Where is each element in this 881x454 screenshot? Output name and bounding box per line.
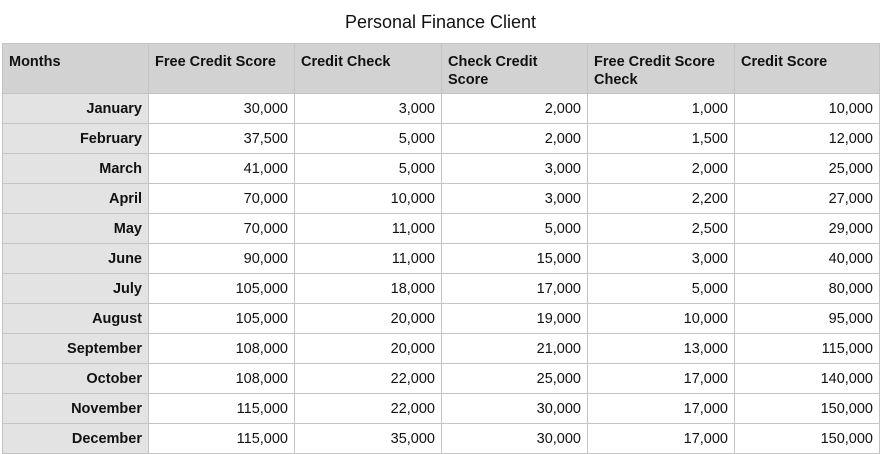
table-row: July 105,000 18,000 17,000 5,000 80,000 xyxy=(2,273,880,304)
table-body: January 30,000 3,000 2,000 1,000 10,000 Februa… xyxy=(2,93,880,454)
cell-free-credit-score[interactable]: 108,000 xyxy=(148,333,295,364)
cell-free-credit-score-check[interactable]: 17,000 xyxy=(587,393,735,424)
cell-free-credit-score[interactable]: 90,000 xyxy=(148,243,295,274)
column-header-free-credit-score[interactable]: Free Credit Score xyxy=(148,43,295,94)
cell-credit-score[interactable]: 40,000 xyxy=(734,243,880,274)
table-row: September 108,000 20,000 21,000 13,000 115,00… xyxy=(2,333,880,364)
row-label-month[interactable]: December xyxy=(2,423,149,454)
page-title: Personal Finance Client xyxy=(344,12,537,32)
table-row: May 70,000 11,000 5,000 2,500 29,000 xyxy=(2,213,880,244)
header-row: Months Free Credit Score Credit Check Ch… xyxy=(2,43,880,94)
cell-check-credit-score[interactable]: 2,000 xyxy=(441,123,588,154)
cell-credit-score[interactable]: 27,000 xyxy=(734,183,880,214)
table-row: April 70,000 10,000 3,000 2,200 27,000 xyxy=(2,183,880,214)
cell-credit-check[interactable]: 20,000 xyxy=(294,333,442,364)
column-header-free-credit-score-check[interactable]: Free Credit Score Check xyxy=(587,43,735,94)
cell-credit-check[interactable]: 11,000 xyxy=(294,213,442,244)
cell-check-credit-score[interactable]: 17,000 xyxy=(441,273,588,304)
table-row: October 108,000 22,000 25,000 17,000 140,000 xyxy=(2,363,880,394)
cell-credit-score[interactable]: 115,000 xyxy=(734,333,880,364)
cell-check-credit-score[interactable]: 3,000 xyxy=(441,183,588,214)
row-label-month[interactable]: August xyxy=(2,303,149,334)
row-label-month[interactable]: June xyxy=(2,243,149,274)
column-header-credit-score[interactable]: Credit Score xyxy=(734,43,880,94)
cell-check-credit-score[interactable]: 25,000 xyxy=(441,363,588,394)
row-label-month[interactable]: February xyxy=(2,123,149,154)
cell-free-credit-score-check[interactable]: 2,200 xyxy=(587,183,735,214)
cell-free-credit-score-check[interactable]: 2,500 xyxy=(587,213,735,244)
cell-credit-check[interactable]: 10,000 xyxy=(294,183,442,214)
cell-credit-check[interactable]: 18,000 xyxy=(294,273,442,304)
row-label-month[interactable]: November xyxy=(2,393,149,424)
row-label-month[interactable]: May xyxy=(2,213,149,244)
column-header-credit-check[interactable]: Credit Check xyxy=(294,43,442,94)
cell-check-credit-score[interactable]: 5,000 xyxy=(441,213,588,244)
cell-free-credit-score-check[interactable]: 2,000 xyxy=(587,153,735,184)
cell-free-credit-score[interactable]: 30,000 xyxy=(148,93,295,124)
row-label-month[interactable]: March xyxy=(2,153,149,184)
cell-check-credit-score[interactable]: 21,000 xyxy=(441,333,588,364)
cell-check-credit-score[interactable]: 15,000 xyxy=(441,243,588,274)
cell-free-credit-score[interactable]: 115,000 xyxy=(148,423,295,454)
cell-credit-check[interactable]: 20,000 xyxy=(294,303,442,334)
cell-free-credit-score-check[interactable]: 17,000 xyxy=(587,363,735,394)
cell-check-credit-score[interactable]: 30,000 xyxy=(441,423,588,454)
column-header-months[interactable]: Months xyxy=(2,43,149,94)
cell-check-credit-score[interactable]: 3,000 xyxy=(441,153,588,184)
cell-free-credit-score[interactable]: 70,000 xyxy=(148,213,295,244)
row-label-month[interactable]: September xyxy=(2,333,149,364)
cell-free-credit-score-check[interactable]: 17,000 xyxy=(587,423,735,454)
cell-credit-check[interactable]: 22,000 xyxy=(294,393,442,424)
cell-credit-check[interactable]: 35,000 xyxy=(294,423,442,454)
table-row: December 115,000 35,000 30,000 17,000 150,000 xyxy=(2,423,880,454)
cell-credit-score[interactable]: 12,000 xyxy=(734,123,880,154)
row-label-month[interactable]: July xyxy=(2,273,149,304)
cell-check-credit-score[interactable]: 19,000 xyxy=(441,303,588,334)
cell-free-credit-score[interactable]: 105,000 xyxy=(148,303,295,334)
table-row: August 105,000 20,000 19,000 10,000 95,000 xyxy=(2,303,880,334)
cell-free-credit-score-check[interactable]: 1,000 xyxy=(587,93,735,124)
table-row: January 30,000 3,000 2,000 1,000 10,000 xyxy=(2,93,880,124)
row-label-month[interactable]: October xyxy=(2,363,149,394)
row-label-month[interactable]: January xyxy=(2,93,149,124)
cell-free-credit-score-check[interactable]: 5,000 xyxy=(587,273,735,304)
table-row: November 115,000 22,000 30,000 17,000 150,000 xyxy=(2,393,880,424)
column-header-check-credit-score[interactable]: Check Credit Score xyxy=(441,43,588,94)
cell-credit-score[interactable]: 95,000 xyxy=(734,303,880,334)
cell-credit-check[interactable]: 22,000 xyxy=(294,363,442,394)
cell-credit-score[interactable]: 150,000 xyxy=(734,423,880,454)
table-row: June 90,000 11,000 15,000 3,000 40,000 xyxy=(2,243,880,274)
row-label-month[interactable]: April xyxy=(2,183,149,214)
cell-free-credit-score-check[interactable]: 13,000 xyxy=(587,333,735,364)
cell-credit-score[interactable]: 25,000 xyxy=(734,153,880,184)
cell-credit-check[interactable]: 3,000 xyxy=(294,93,442,124)
cell-free-credit-score[interactable]: 41,000 xyxy=(148,153,295,184)
cell-credit-check[interactable]: 11,000 xyxy=(294,243,442,274)
table-header: Months Free Credit Score Credit Check Ch… xyxy=(2,43,880,94)
cell-free-credit-score[interactable]: 70,000 xyxy=(148,183,295,214)
cell-credit-score[interactable]: 150,000 xyxy=(734,393,880,424)
cell-check-credit-score[interactable]: 30,000 xyxy=(441,393,588,424)
cell-free-credit-score[interactable]: 105,000 xyxy=(148,273,295,304)
cell-credit-check[interactable]: 5,000 xyxy=(294,123,442,154)
cell-credit-score[interactable]: 29,000 xyxy=(734,213,880,244)
cell-free-credit-score-check[interactable]: 1,500 xyxy=(587,123,735,154)
cell-credit-check[interactable]: 5,000 xyxy=(294,153,442,184)
cell-credit-score[interactable]: 140,000 xyxy=(734,363,880,394)
table-row: February 37,500 5,000 2,000 1,500 12,000 xyxy=(2,123,880,154)
table-row: March 41,000 5,000 3,000 2,000 25,000 xyxy=(2,153,880,184)
cell-free-credit-score[interactable]: 115,000 xyxy=(148,393,295,424)
cell-credit-score[interactable]: 10,000 xyxy=(734,93,880,124)
cell-free-credit-score[interactable]: 108,000 xyxy=(148,363,295,394)
cell-free-credit-score-check[interactable]: 10,000 xyxy=(587,303,735,334)
finance-table: Months Free Credit Score Credit Check Ch… xyxy=(2,43,880,454)
cell-credit-score[interactable]: 80,000 xyxy=(734,273,880,304)
cell-check-credit-score[interactable]: 2,000 xyxy=(441,93,588,124)
cell-free-credit-score[interactable]: 37,500 xyxy=(148,123,295,154)
cell-free-credit-score-check[interactable]: 3,000 xyxy=(587,243,735,274)
